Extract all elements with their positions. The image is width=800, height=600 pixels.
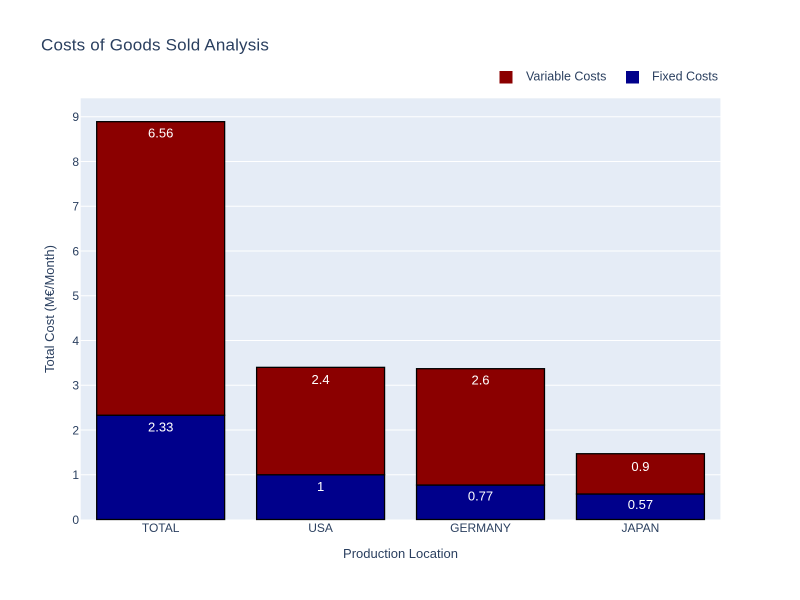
svg-text:Total Cost (M€/Month): Total Cost (M€/Month) [42,245,57,373]
svg-text:Variable Costs: Variable Costs [526,70,606,84]
svg-text:2: 2 [72,423,79,437]
svg-text:JAPAN: JAPAN [622,521,660,535]
svg-text:GERMANY: GERMANY [450,521,511,535]
svg-text:8: 8 [72,155,79,169]
svg-text:1: 1 [317,479,324,494]
svg-text:2.6: 2.6 [471,373,489,388]
svg-text:Production Location: Production Location [343,546,458,561]
svg-text:6: 6 [72,244,79,258]
svg-text:3: 3 [72,379,79,393]
svg-text:2.33: 2.33 [148,420,173,435]
svg-text:0.57: 0.57 [628,497,653,512]
svg-text:Fixed Costs: Fixed Costs [652,70,718,84]
svg-text:Costs of Goods Sold Analysis: Costs of Goods Sold Analysis [41,35,269,54]
svg-text:5: 5 [72,289,79,303]
svg-text:6.56: 6.56 [148,125,173,140]
svg-text:1: 1 [72,468,79,482]
svg-text:9: 9 [72,110,79,124]
svg-text:2.4: 2.4 [312,372,330,387]
svg-text:0.77: 0.77 [468,488,493,503]
svg-text:USA: USA [308,521,333,535]
svg-text:7: 7 [72,200,79,214]
svg-text:0: 0 [72,513,79,527]
svg-text:0.9: 0.9 [631,459,649,474]
svg-text:TOTAL: TOTAL [142,521,180,535]
svg-text:4: 4 [72,334,79,348]
